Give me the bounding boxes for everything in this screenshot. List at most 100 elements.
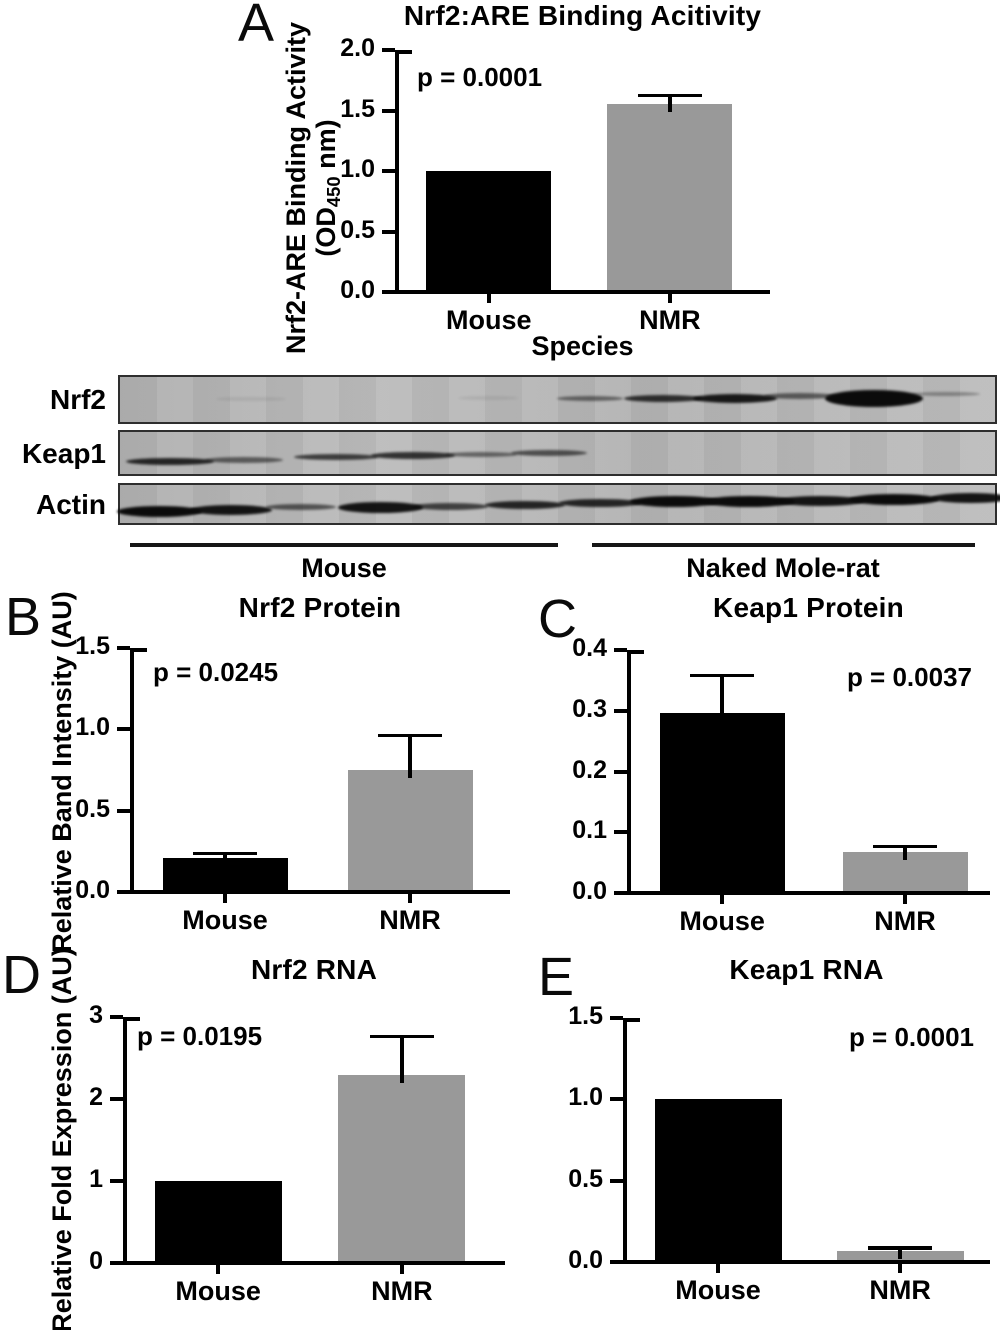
y-tick-mark [614, 830, 627, 835]
bar-mouse [654, 1099, 782, 1262]
y-tick-label: 3 [89, 1001, 103, 1029]
chart-a-title: Nrf2:ARE Binding Acitivity [403, 0, 762, 31]
y-tick-mark [610, 1260, 623, 1264]
panel-e-letter: E [538, 947, 575, 1007]
y-tick-mark [110, 1015, 123, 1019]
y-axis-top-cap [130, 648, 147, 652]
blot-row-label-nrf2: Nrf2 [49, 384, 106, 415]
group-label-naked-mole-rat: Naked Mole-rat [686, 553, 880, 583]
x-tick-mark [408, 894, 412, 903]
category-label: Mouse [182, 905, 268, 935]
blot-band [703, 495, 796, 507]
blot-band [216, 396, 287, 401]
y-tick-mark [610, 1016, 623, 1020]
panel-c-letter: C [538, 589, 577, 649]
error-bar [223, 853, 227, 866]
blot-band [338, 501, 424, 513]
y-tick-label: 0.0 [572, 877, 607, 905]
y-tick-label: 0.0 [340, 276, 375, 304]
chart-d-p-value: p = 0.0195 [137, 1021, 263, 1051]
panel-d: D Nrf2 RNA Relative Fold Expression (AU)… [0, 940, 520, 1330]
error-bar [400, 1036, 404, 1084]
panel-e: E Keap1 RNA 1.5 1.0 0.5 0.0 Mouse NMR p = 0.0… [520, 940, 1000, 1330]
y-tick-mark [110, 1097, 123, 1101]
error-bar [898, 1248, 902, 1260]
y-tick-label: 0.2 [572, 755, 607, 784]
x-axis-line [627, 891, 990, 895]
blot-band [457, 395, 518, 400]
chart-e-p-value: p = 0.0001 [848, 1022, 974, 1052]
y-axis-line [627, 650, 631, 895]
panel-b-letter: B [5, 587, 42, 647]
y-axis-line [130, 648, 134, 894]
group-underline-nmr [592, 543, 975, 547]
group-underline-mouse [130, 543, 558, 547]
y-tick-mark [614, 708, 627, 713]
y-tick-mark [110, 1261, 123, 1265]
panel-a-letter: A [238, 0, 275, 53]
bar-mouse [426, 171, 552, 292]
blot-band [912, 391, 980, 396]
y-tick-label: 0.5 [568, 1164, 603, 1193]
blot-band [125, 458, 214, 466]
y-axis-top-cap [123, 1017, 140, 1021]
error-bar-cap [690, 673, 755, 677]
group-label-mouse: Mouse [301, 553, 387, 583]
y-axis-line [623, 1018, 627, 1264]
y-tick-mark [382, 290, 395, 294]
error-bar [668, 95, 672, 113]
y-tick-label: 0.0 [568, 1246, 603, 1274]
blot-membrane-nrf2 [118, 375, 997, 424]
x-tick-mark [487, 294, 491, 303]
chart-d-plot-area: 3 2 1 0 Mouse NMR [89, 1001, 505, 1306]
chart-c-p-value: p = 0.0037 [846, 662, 972, 692]
panel-a: A Nrf2:ARE Binding Acitivity Nrf2-ARE Bi… [230, 0, 775, 368]
y-tick-mark [117, 890, 130, 894]
blot-band [825, 389, 924, 407]
error-bar-cap [378, 733, 443, 738]
x-tick-mark [400, 1265, 404, 1274]
category-label: NMR [371, 1276, 433, 1306]
error-bar-cap [873, 844, 938, 849]
y-tick-label: 0 [89, 1247, 103, 1275]
blot-band [190, 504, 273, 515]
y-tick-mark [382, 169, 395, 173]
panel-b: B Nrf2 Protein Relative Band Intensity (… [0, 587, 520, 953]
y-tick-mark [117, 646, 130, 650]
chart-c-title: Keap1 Protein [713, 592, 904, 623]
bar-nmr [607, 104, 733, 292]
x-tick-mark [720, 895, 724, 904]
category-label: Mouse [675, 1275, 761, 1305]
y-axis-top-cap [395, 50, 412, 54]
y-tick-label: 1.5 [340, 94, 375, 123]
y-tick-mark [110, 1179, 123, 1183]
panel-c: C Keap1 Protein 0.4 0.3 0.2 0.1 0.0 Mouse NMR … [520, 590, 1000, 940]
y-tick-label: 0.0 [75, 876, 110, 904]
blot-band [556, 395, 623, 401]
category-label: NMR [379, 905, 441, 935]
blot-band [849, 494, 940, 506]
y-tick-mark [382, 108, 395, 113]
blot-band [445, 451, 518, 457]
y-tick-mark [382, 48, 395, 52]
y-tick-label: 1.0 [75, 713, 110, 742]
chart-a-p-value: p = 0.0001 [417, 62, 543, 92]
bar-nmr [347, 770, 473, 892]
error-bar-cap [369, 1034, 434, 1039]
y-tick-mark [610, 1097, 623, 1102]
category-label: NMR [874, 906, 936, 936]
y-axis-line [395, 50, 399, 294]
y-tick-mark [614, 769, 627, 774]
x-axis-line [130, 890, 510, 894]
blot-band [294, 453, 379, 460]
error-bar [720, 675, 724, 722]
x-axis-line [395, 290, 770, 294]
x-tick-mark [716, 1264, 720, 1273]
chart-d-title: Nrf2 RNA [250, 954, 378, 985]
chart-b-plot-area: 1.5 1.0 0.5 0.0 Mouse NMR [75, 632, 510, 935]
blot-band [266, 504, 337, 510]
blot-band [205, 457, 284, 464]
y-tick-mark [382, 229, 395, 234]
y-tick-mark [117, 727, 130, 732]
